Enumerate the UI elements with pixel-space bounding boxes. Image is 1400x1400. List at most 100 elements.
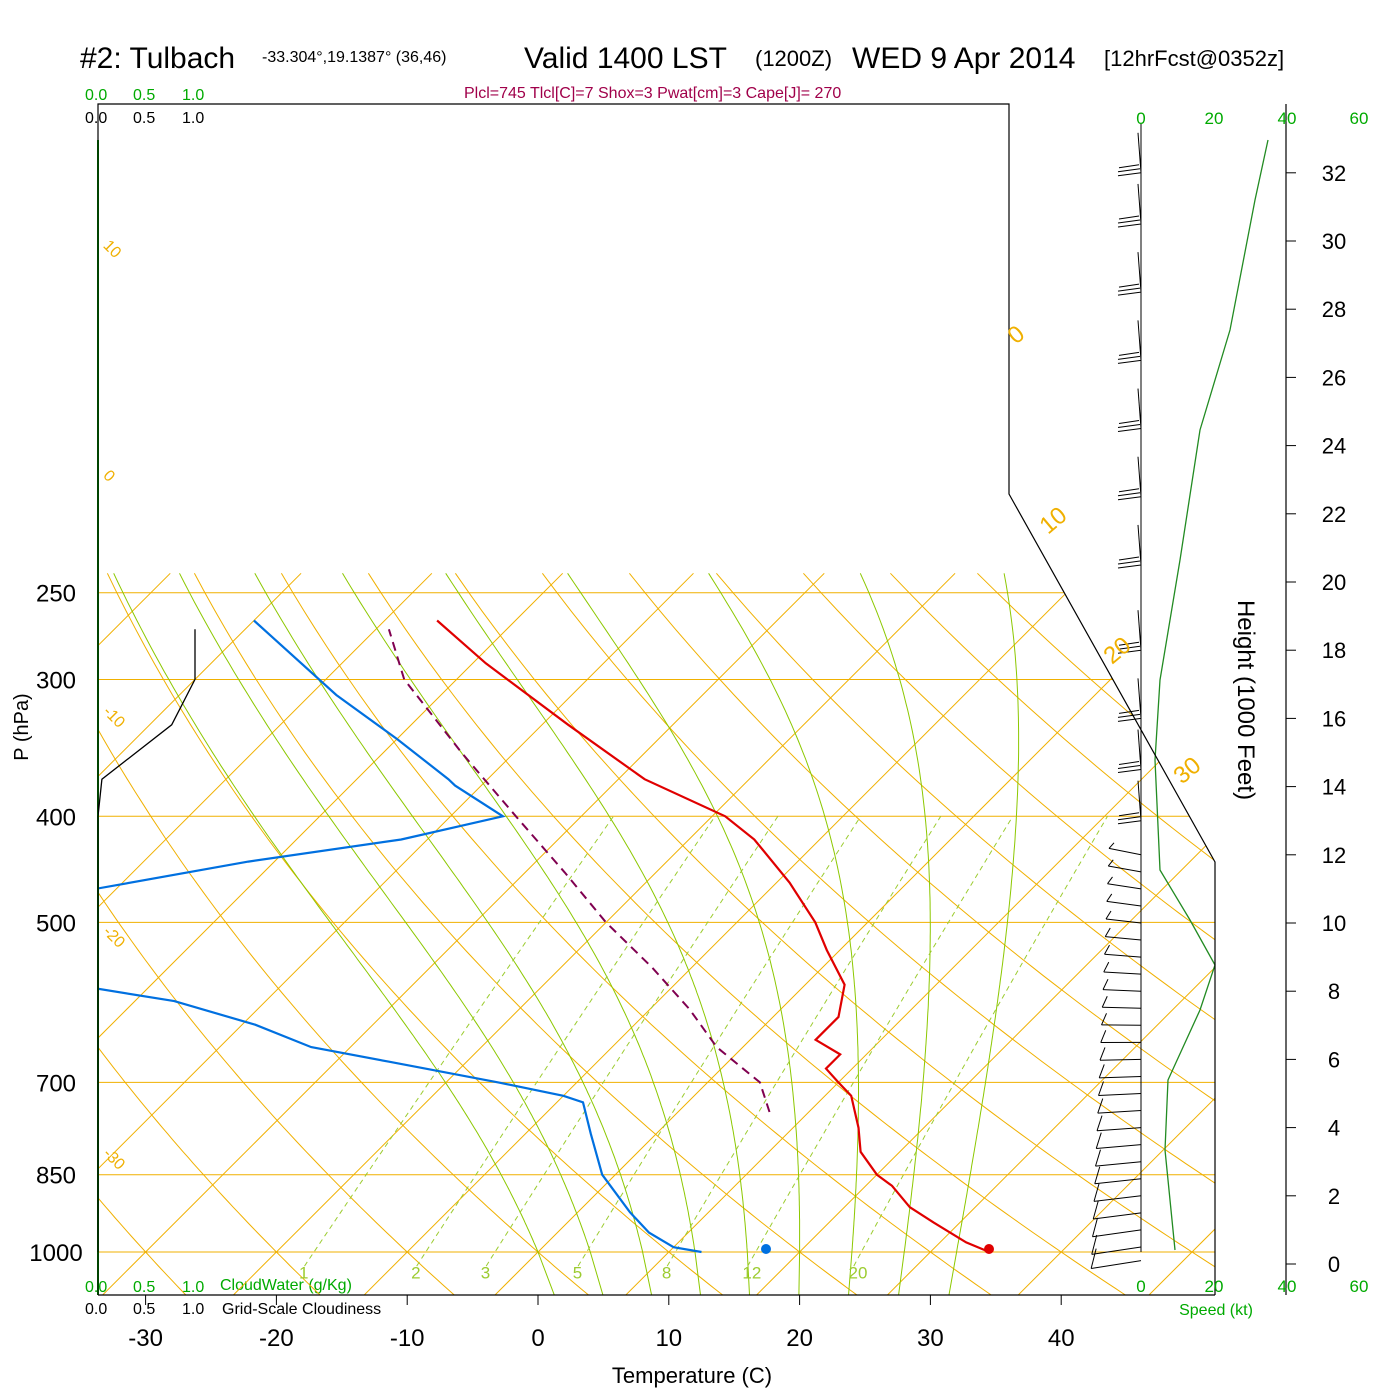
- wind-barb-flag: [1104, 927, 1111, 937]
- isotherm-label: 0: [100, 467, 118, 485]
- dry-adiabat: [106, 573, 754, 1295]
- temperature-tick-label: -20: [259, 1325, 294, 1352]
- x-axis-label: Temperature (C): [612, 1363, 772, 1388]
- isotherm-line: [0, 573, 39, 1318]
- wind-barb-staff: [1104, 953, 1142, 958]
- isotherm-line: [98, 572, 302, 1295]
- cloudiness-tick-bottom-2: 1.0: [182, 1301, 204, 1318]
- wind-barb-flag: [1118, 812, 1140, 817]
- wind-barb-flag: [1117, 424, 1141, 429]
- wind-barb: [1098, 1081, 1142, 1096]
- wind-barb-flag: [1117, 717, 1142, 722]
- wind-barb: [1117, 320, 1142, 364]
- pressure-tick-label: 250: [36, 581, 76, 608]
- temperature-tick-label: -10: [390, 1325, 425, 1352]
- wind-barb: [1095, 1149, 1142, 1167]
- speed-tick-label-top: 0: [1136, 109, 1145, 128]
- parcel-line: [387, 629, 771, 1113]
- height-tick-label: 24: [1322, 434, 1346, 459]
- height-tick-label: 32: [1322, 161, 1346, 186]
- wind-barb-flag: [1096, 1115, 1103, 1131]
- isotherm-line: [1125, 572, 1215, 1295]
- wind-barb-flag: [1102, 978, 1109, 990]
- wind-barb-flag: [1118, 215, 1140, 220]
- dry-adiabat: [193, 573, 890, 1295]
- wind-barb-flag: [1098, 1064, 1105, 1079]
- isotherm-line: [994, 572, 1215, 1295]
- speed-axis-label: Speed (kt): [1179, 1302, 1253, 1319]
- speed-tick-label-bottom: 60: [1350, 1277, 1369, 1296]
- wind-barb: [1103, 961, 1142, 975]
- wind-barb: [1117, 252, 1142, 296]
- zulu-time: (1200Z): [755, 46, 832, 71]
- wind-barbs: [1090, 132, 1142, 1269]
- speed-tick-label-bottom: 40: [1278, 1277, 1297, 1296]
- wind-barb-staff: [1098, 1093, 1142, 1096]
- wind-barb-staff: [1103, 971, 1142, 975]
- isotherm-line: [471, 572, 1215, 1295]
- wind-speed-line: [1154, 139, 1269, 1251]
- wind-barb-flag: [1091, 1234, 1098, 1255]
- wind-barb-staff: [1108, 865, 1142, 873]
- wind-barb-staff: [1094, 1178, 1142, 1185]
- isotherm-line: [732, 572, 1215, 1295]
- cloudwater-scale-top: 0.0 0.5 1.0: [85, 87, 204, 104]
- moist-adiabat: [342, 573, 704, 1295]
- isotherm-line: [98, 572, 694, 1295]
- wind-barb-flag: [1107, 876, 1113, 884]
- wind-barb: [1104, 927, 1142, 941]
- cloudiness-tick-top-0: 0.0: [85, 110, 107, 127]
- wind-barb: [1097, 1098, 1142, 1114]
- wind-barb: [1102, 978, 1142, 992]
- wind-barb-flag: [1118, 641, 1140, 646]
- wind-barb: [1092, 1217, 1142, 1238]
- wind-barb: [1117, 456, 1142, 501]
- speed-tick-label-bottom: 20: [1205, 1277, 1224, 1296]
- wind-barb-flag: [1117, 649, 1142, 654]
- dry-adiabat: [454, 573, 1215, 1295]
- cloudiness-tick-bottom-0: 0.0: [85, 1301, 107, 1318]
- profiles: [98, 619, 994, 1254]
- wind-barb: [1101, 1013, 1142, 1026]
- pressure-tick-label: 300: [36, 667, 76, 694]
- wind-barb: [1108, 842, 1142, 856]
- wind-barb: [1092, 1200, 1142, 1220]
- wind-barb: [1105, 910, 1142, 924]
- pressure-tick-label: 400: [36, 804, 76, 831]
- height-tick-label: 0: [1328, 1252, 1340, 1277]
- cloudiness-scale-top: 0.0 0.5 1.0: [85, 110, 204, 127]
- y-axis-label: P (hPa): [11, 693, 33, 760]
- wind-barb-flag: [1092, 1200, 1099, 1220]
- dry-adiabat: [98, 573, 346, 1295]
- cloudwater-tick-bottom-0: 0.0: [85, 1279, 107, 1296]
- height-tick-label: 28: [1322, 297, 1346, 322]
- surface-dewpoint-dot: [761, 1244, 771, 1254]
- valid-time: Valid 1400 LST: [524, 42, 727, 75]
- temperature-tick-label: 40: [1048, 1325, 1075, 1352]
- speed-tick-label-top: 60: [1350, 109, 1369, 128]
- wind-barb-flag: [1107, 859, 1114, 867]
- height-tick-label: 26: [1322, 365, 1346, 390]
- mixing-ratio-label: 1: [299, 1263, 308, 1282]
- mixing-ratio-label: 20: [849, 1263, 868, 1282]
- height-tick-label: 16: [1322, 706, 1346, 731]
- wind-barb: [1106, 893, 1142, 907]
- wind-barb-flag: [1092, 1217, 1098, 1237]
- wind-barb-flag: [1108, 842, 1115, 849]
- wind-barb-staff: [1105, 918, 1142, 924]
- isotherm-label: 10: [100, 237, 125, 262]
- wind-barb-staff: [1092, 1229, 1142, 1238]
- height-tick-label: 14: [1322, 775, 1346, 800]
- wind-barb-flag: [1097, 1098, 1104, 1114]
- dry-adiabat: [629, 572, 1215, 1295]
- wind-barb-flag: [1117, 765, 1141, 770]
- moist-adiabat: [179, 573, 611, 1295]
- wind-barb: [1098, 1064, 1142, 1079]
- wind-barb: [1117, 678, 1142, 722]
- forecast-info: [12hrFcst@0352z]: [1104, 46, 1284, 71]
- wind-barb-staff: [1105, 936, 1142, 941]
- wind-barb-flag: [1117, 172, 1142, 177]
- dry-adiabat: [98, 573, 482, 1295]
- wind-barb-staff: [1091, 1246, 1142, 1255]
- axes-labels: 100-10-20-300102030024681012141618202224…: [29, 109, 1368, 1352]
